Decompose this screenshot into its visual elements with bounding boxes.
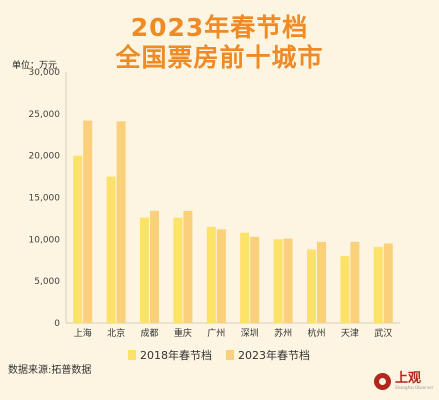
x-tick-label: 重庆 — [174, 327, 192, 339]
bar-2018 — [340, 256, 350, 323]
bar-2023 — [83, 120, 93, 323]
bar-2023 — [116, 121, 126, 323]
legend-swatch-2023 — [226, 350, 234, 360]
bar-2023 — [317, 241, 326, 323]
y-tick-label: 30,000 — [29, 68, 61, 78]
logo-subtext: Shanghai Observer — [395, 385, 434, 390]
chart-title-line-2: 全国票房前十城市 — [115, 43, 324, 72]
bar-2023 — [283, 238, 293, 323]
x-tick-label: 深圳 — [241, 328, 259, 339]
legend: 2018年春节档 2023年春节档 — [128, 347, 310, 363]
x-tick-label: 广州 — [207, 327, 225, 339]
x-tick-label: 苏州 — [274, 327, 292, 339]
y-tick-label: 20,000 — [29, 152, 61, 162]
y-tick-label: 10,000 — [29, 235, 61, 245]
y-tick-label: 25,000 — [29, 110, 61, 120]
logo-mark-icon — [374, 372, 391, 390]
legend-swatch-2018 — [128, 350, 136, 360]
bar-2018 — [73, 155, 83, 323]
legend-label-2018: 2018年春节档 — [140, 349, 212, 362]
legend-item-2023: 2023年春节档 — [226, 347, 310, 363]
bar-2023 — [183, 210, 193, 323]
bar-2018 — [106, 176, 116, 323]
legend-label-2023: 2023年春节档 — [238, 349, 310, 362]
logo: 上观 Shanghai Observer — [374, 372, 433, 390]
logo-text-block: 上观 Shanghai Observer — [395, 372, 433, 390]
y-tick-label: 5,000 — [34, 277, 60, 287]
bar-2023 — [350, 241, 360, 323]
x-tick-label: 武汉 — [374, 327, 392, 339]
bar-2023 — [150, 210, 159, 323]
bar-2018 — [206, 226, 216, 323]
chart-title-line-1: 2023年春节档 — [130, 13, 309, 42]
legend-item-2018: 2018年春节档 — [128, 347, 212, 363]
bar-2018 — [140, 217, 149, 323]
bar-2018 — [173, 217, 183, 323]
x-tick-label: 上海 — [74, 327, 92, 339]
bar-2018 — [240, 232, 250, 323]
x-tick-label: 北京 — [107, 327, 125, 339]
bar-chart: 0 5,000 10,000 15,000 20,000 25,000 30,000 上海 北京… — [29, 68, 400, 339]
bar-2018 — [373, 246, 383, 323]
source-note: 数据来源:拓普数据 — [8, 365, 92, 376]
bar-2023 — [250, 236, 260, 323]
bar-2023 — [383, 243, 393, 323]
x-tick-label: 成都 — [140, 327, 158, 339]
bar-2018 — [273, 239, 283, 323]
logo-text: 上观 — [395, 371, 422, 386]
x-tick-label: 天津 — [341, 328, 359, 339]
y-tick-label: 15,000 — [29, 194, 61, 204]
unit-label: 单位：万元 — [12, 61, 58, 71]
bar-2023 — [216, 229, 226, 323]
y-tick-label: 0 — [54, 319, 60, 329]
x-tick-label: 杭州 — [307, 327, 325, 339]
bar-2018 — [307, 249, 316, 323]
